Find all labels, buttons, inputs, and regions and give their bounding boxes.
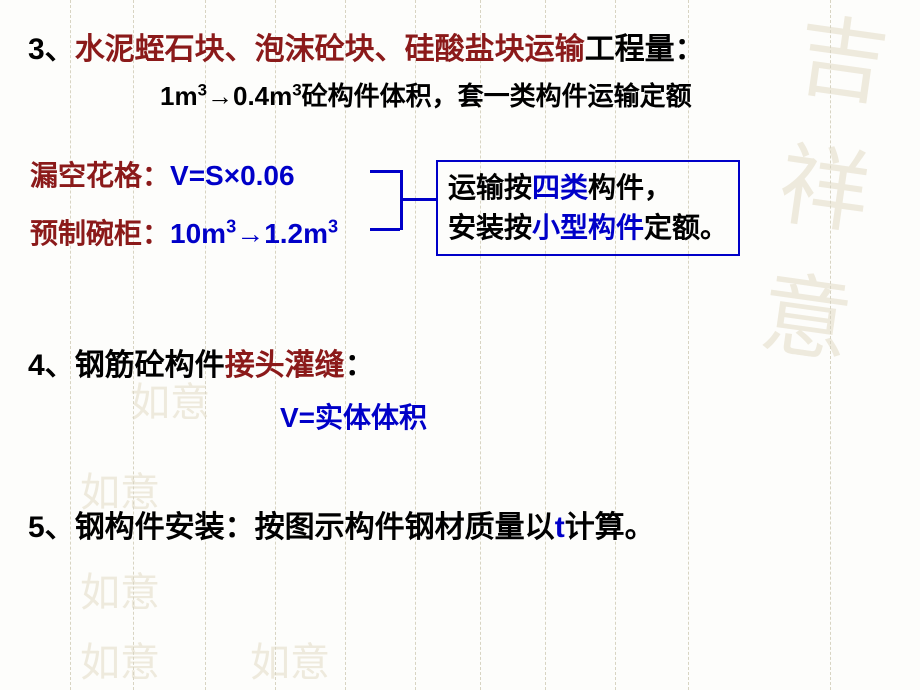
item4-num: 4、 <box>28 349 75 382</box>
rule-box: 运输按四类构件， 安装按小型构件定额。 <box>436 160 740 256</box>
connector-top <box>370 170 400 173</box>
watermark: 如意 <box>80 630 160 688</box>
item5-t: t <box>555 511 565 544</box>
item4-formula: V=实体体积 <box>280 396 427 436</box>
item3-subline: 1m3→0.4m3砼构件体积，套一类构件运输定额 <box>160 76 692 113</box>
item3-title-red: 水泥蛭石块、泡沫砼块、硅酸盐块运输 <box>75 33 585 66</box>
bowl-label: 预制碗柜： <box>30 218 170 249</box>
item5-num: 5、 <box>28 511 75 544</box>
item4-title-red: 接头灌缝 <box>225 349 345 382</box>
item3-title-tail: 工程量： <box>585 33 705 66</box>
item4-title-a: 钢筋砼构件 <box>75 349 225 382</box>
connector-bot <box>370 228 400 231</box>
item3-num: 3、 <box>28 33 75 66</box>
item5-tail: 计算。 <box>565 511 655 544</box>
leak-formula: V=S×0.06 <box>170 160 295 191</box>
item5-title-a: 钢构件安装：按图示构件钢材质量以 <box>75 511 555 544</box>
watermark: 吉祥意 <box>754 0 920 388</box>
watermark: 如意 <box>80 560 160 618</box>
vertical-rule <box>830 0 831 690</box>
leak-label: 漏空花格： <box>30 160 170 191</box>
watermark: 如意 <box>250 630 330 688</box>
item4-title-tail: ： <box>345 349 375 382</box>
bowl-formula: 10m3→1.2m3 <box>170 218 338 249</box>
connector-mid <box>400 198 436 201</box>
